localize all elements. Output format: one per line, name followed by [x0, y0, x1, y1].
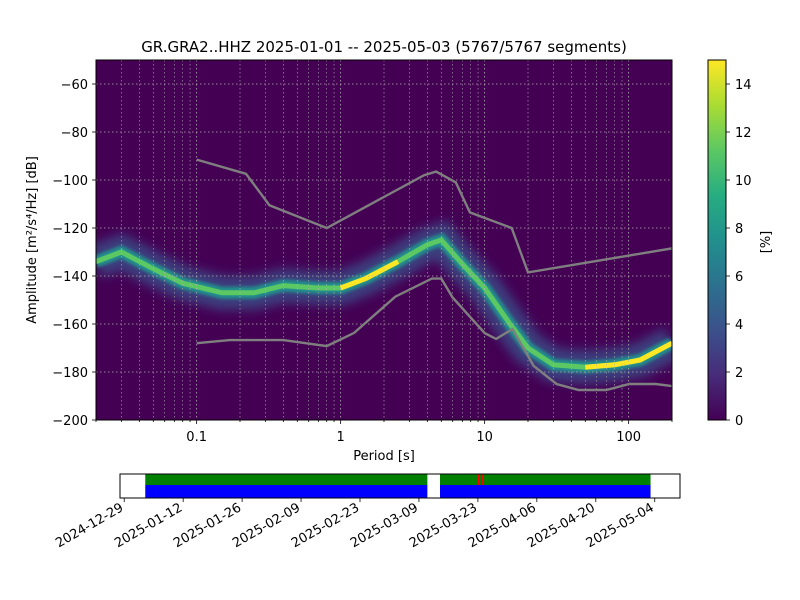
psd-used-bar — [440, 485, 651, 498]
grid-lines — [96, 60, 672, 420]
y-tick-label: −80 — [61, 126, 88, 141]
x-tick-label: 10 — [476, 430, 493, 445]
noise-models — [196, 158, 672, 392]
nhnm-line — [196, 158, 672, 274]
y-tick-label: −200 — [52, 414, 88, 429]
y-tick-label: −60 — [61, 78, 88, 93]
colorbar-gradient — [707, 59, 727, 421]
gap-marker — [477, 474, 480, 485]
timeline-tick-label: 2025-05-04 — [584, 500, 657, 551]
chart-title: GR.GRA2..HHZ 2025-01-01 -- 2025-05-03 (5… — [141, 38, 627, 56]
colorbar-tick-label: 4 — [735, 318, 743, 333]
y-tick-label: −140 — [52, 270, 88, 285]
y-tick-label: −120 — [52, 222, 88, 237]
colorbar-label: [%] — [759, 231, 774, 254]
x-axis-label: Period [s] — [353, 449, 415, 464]
y-tick-label: −160 — [52, 318, 88, 333]
y-tick-label: −180 — [52, 366, 88, 381]
density-ridge — [96, 220, 672, 385]
colorbar-ticks: 0 2 4 6 8 10 12 14 — [726, 78, 752, 429]
gap-marker — [482, 474, 484, 485]
colorbar-tick-label: 6 — [735, 270, 743, 285]
timeline-plot: 2024-12-292025-01-122025-01-262025-02-09… — [53, 473, 681, 551]
ridge-peak-0 — [339, 259, 400, 291]
x-tick-label: 1 — [337, 430, 345, 445]
ridge-peak-1 — [585, 340, 672, 370]
timeline-frame — [119, 473, 681, 499]
colorbar: 0 2 4 6 8 10 12 14 [%] — [707, 59, 774, 429]
colorbar-tick-label: 2 — [735, 366, 743, 381]
x-axis-ticks: 0.1 1 10 100 — [95, 420, 673, 445]
colorbar-tick-label: 12 — [735, 126, 752, 141]
x-tick-label: 100 — [616, 430, 641, 445]
data-available-bar — [440, 474, 651, 485]
colorbar-tick-label: 8 — [735, 222, 743, 237]
y-axis-label: Amplitude [m²/s⁴/Hz] [dB] — [25, 156, 40, 324]
ridge-core — [96, 237, 672, 370]
coverage-bars — [145, 474, 651, 498]
colorbar-tick-label: 0 — [735, 414, 743, 429]
y-axis-ticks: −60 −80 −100 −120 −140 −160 −180 −200 — [52, 78, 96, 429]
timeline-ticks: 2024-12-292025-01-122025-01-262025-02-09… — [53, 498, 657, 551]
data-available-bar — [145, 474, 428, 485]
colorbar-tick-label: 14 — [735, 78, 752, 93]
psd-plot: 0.1 1 10 100 −60 −80 −100 −120 −140 −160 −180 −200… — [25, 59, 673, 464]
colorbar-tick-label: 10 — [735, 174, 752, 189]
x-tick-label: 0.1 — [186, 430, 207, 445]
psd-used-bar — [145, 485, 428, 498]
nlnm-line — [196, 277, 672, 392]
y-tick-label: −100 — [52, 174, 88, 189]
